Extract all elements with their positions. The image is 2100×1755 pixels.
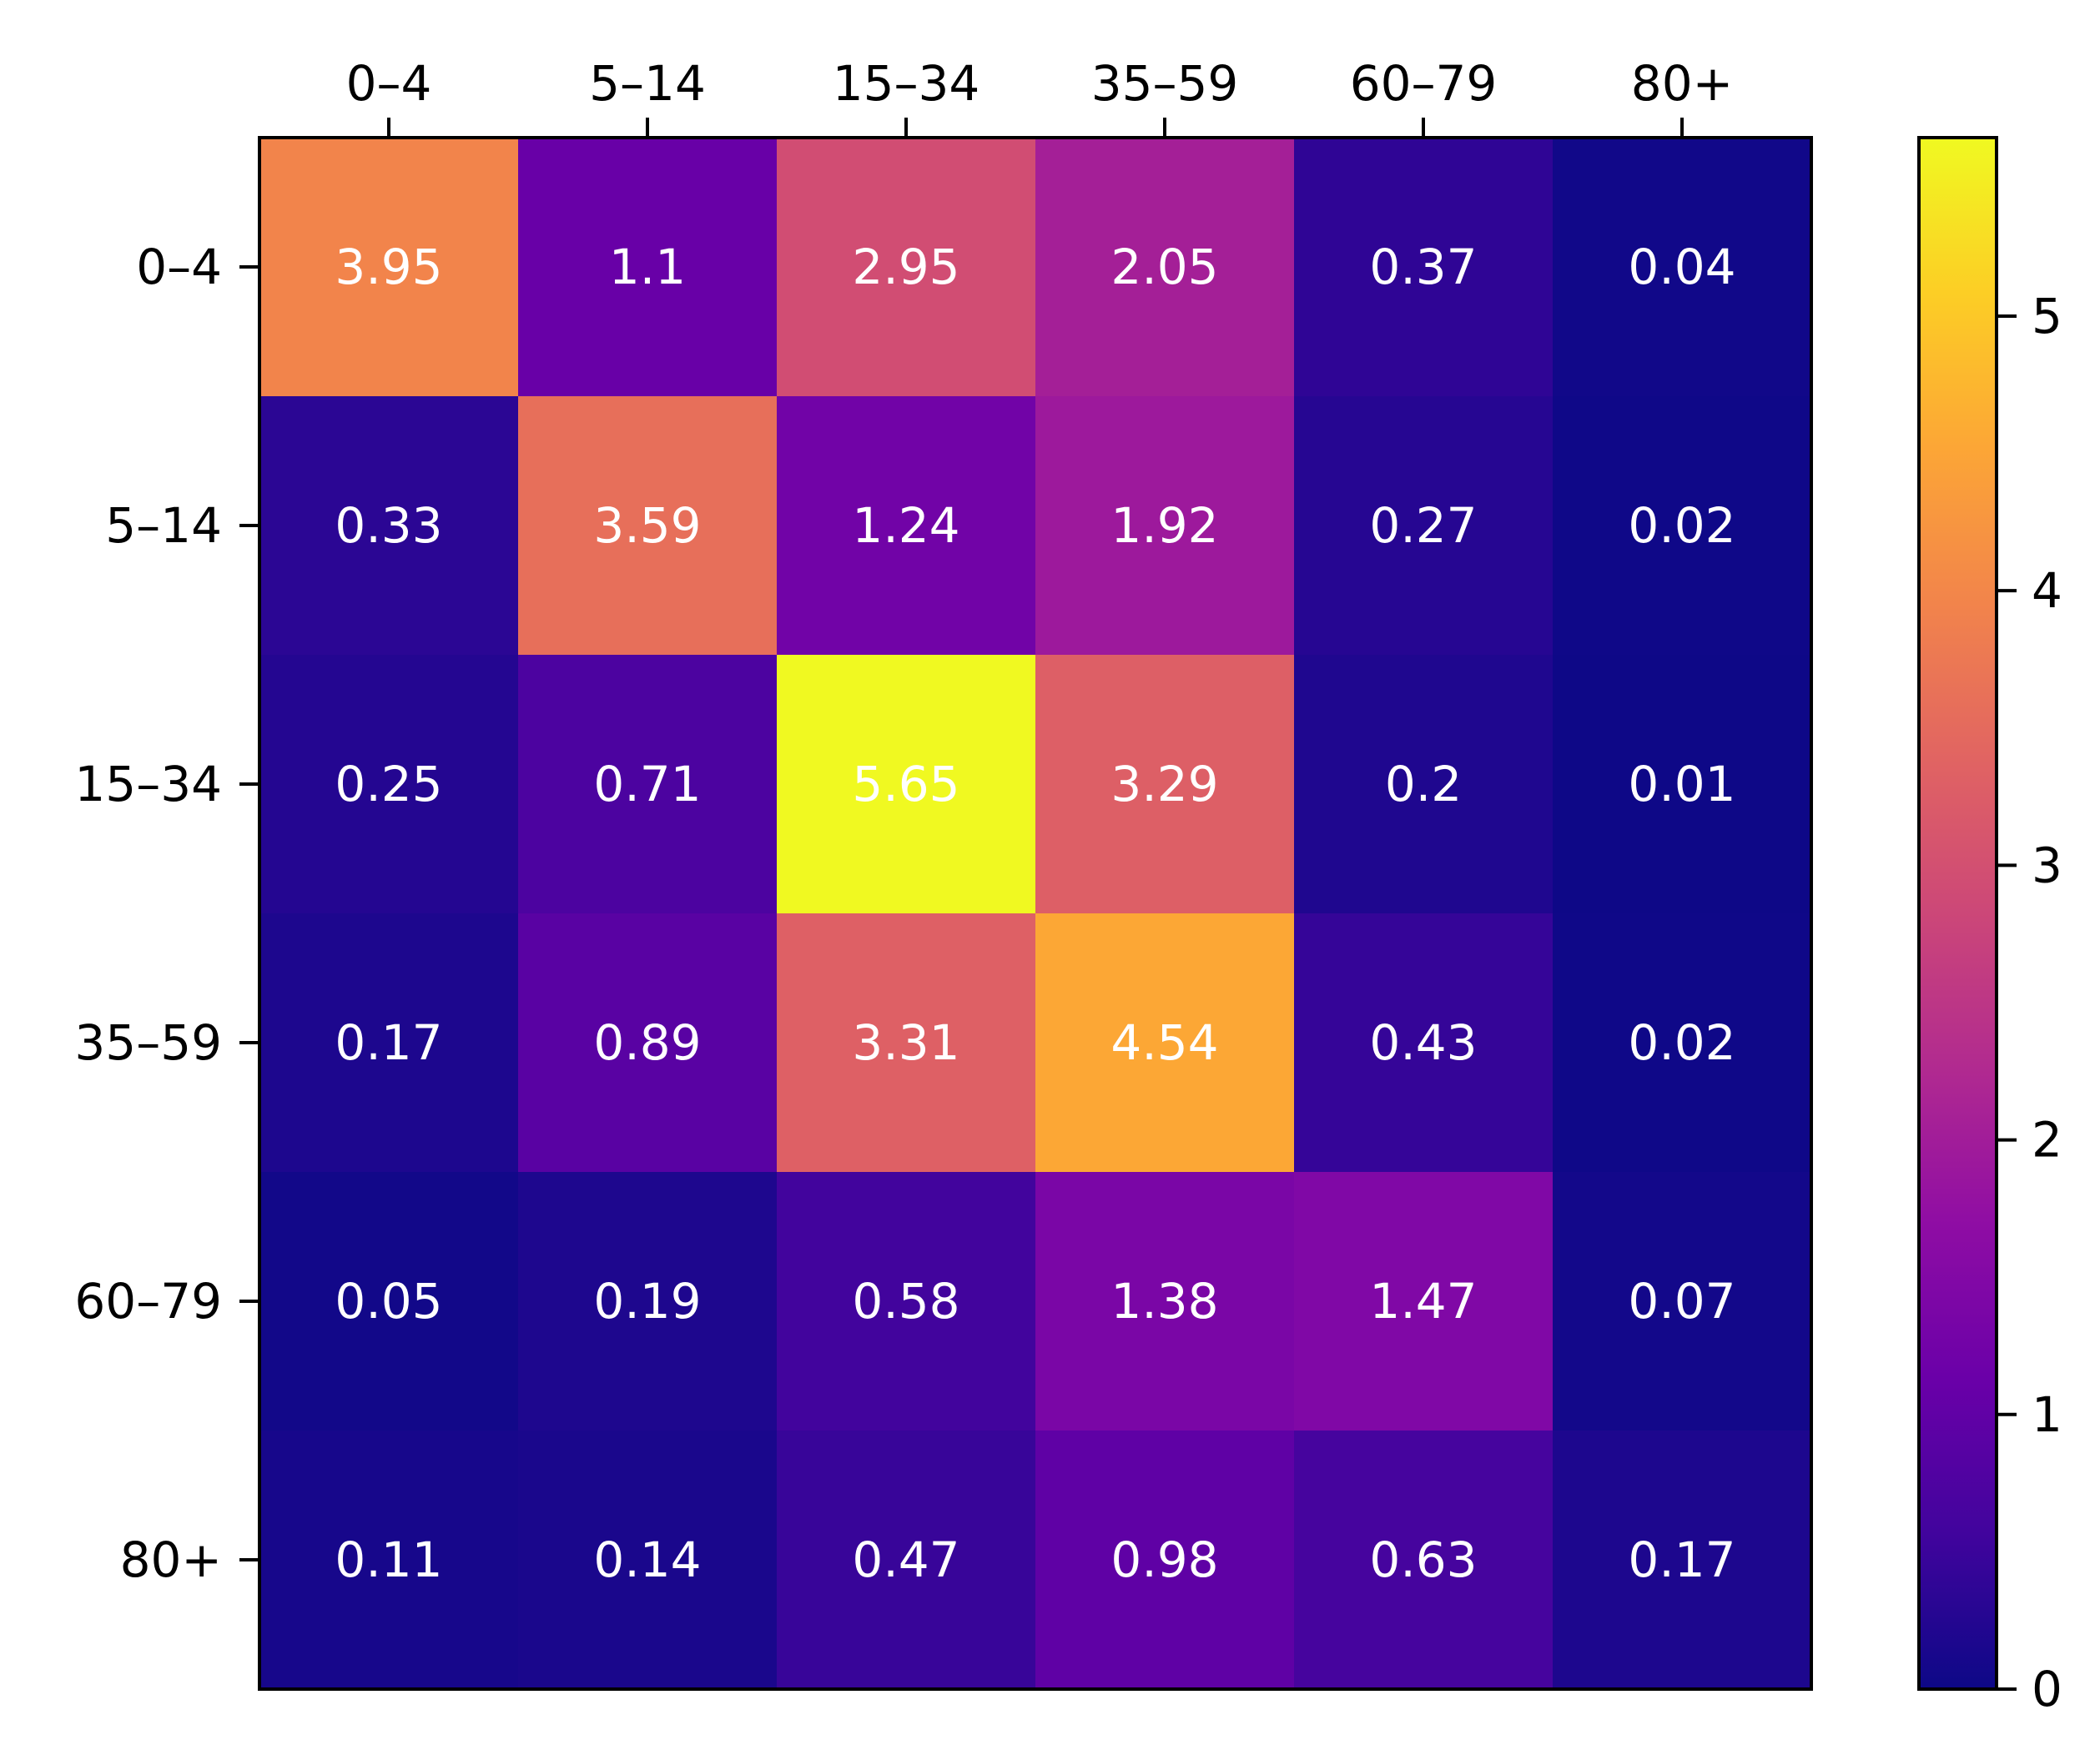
colorbar-ticks: 0 1 2 3 4 5 — [1997, 288, 2062, 1717]
x-tick-label: 0–4 — [346, 55, 432, 112]
heatmap-cells — [259, 138, 1812, 1690]
colorbar-gradient — [1919, 138, 1997, 1689]
heatmap-cell — [777, 1172, 1036, 1431]
heatmap-cell — [1553, 913, 1812, 1173]
colorbar-tick-label: 3 — [2032, 837, 2062, 893]
cell-value-label: 0.71 — [593, 756, 701, 812]
x-tick-label: 35–59 — [1091, 55, 1239, 112]
heatmap-cell — [1035, 1172, 1295, 1431]
heatmap-cell — [1035, 655, 1295, 914]
cell-value-label: 0.98 — [1110, 1531, 1218, 1588]
heatmap-cell — [1553, 138, 1812, 397]
cell-value-label: 0.25 — [335, 756, 442, 812]
y-tick-label: 0–4 — [136, 239, 222, 295]
cell-value-label: 0.63 — [1369, 1531, 1477, 1588]
cell-value-label: 0.17 — [335, 1014, 442, 1071]
x-axis-ticks: 0–4 5–14 15–34 35–59 60–79 80+ — [346, 55, 1733, 138]
heatmap-cell — [1294, 396, 1554, 656]
cell-value-label: 4.54 — [1110, 1014, 1218, 1071]
cell-value-label: 1.24 — [852, 497, 959, 554]
heatmap-cell — [259, 1431, 519, 1690]
heatmap-cell — [777, 138, 1036, 397]
heatmap-cell — [259, 913, 519, 1173]
y-tick-label: 15–34 — [74, 756, 222, 812]
cell-value-label: 0.33 — [335, 497, 442, 554]
cell-value-label: 0.58 — [852, 1273, 959, 1330]
heatmap-cell — [1553, 1431, 1812, 1690]
cell-value-label: 0.01 — [1628, 756, 1735, 812]
heatmap-cell — [1553, 396, 1812, 656]
cell-value-label: 0.47 — [852, 1531, 959, 1588]
heatmap-cell — [1294, 1172, 1554, 1431]
cell-value-label: 5.65 — [852, 756, 959, 812]
cell-value-label: 1.47 — [1369, 1273, 1477, 1330]
cell-value-label: 3.59 — [593, 497, 701, 554]
heatmap-cell — [777, 913, 1036, 1173]
cell-value-label: 0.17 — [1628, 1531, 1735, 1588]
heatmap-cell — [518, 1172, 778, 1431]
cell-value-label: 0.07 — [1628, 1273, 1735, 1330]
plot-frame — [258, 136, 1813, 1691]
cell-value-label: 0.2 — [1385, 756, 1462, 812]
cell-value-label: 3.31 — [852, 1014, 959, 1071]
heatmap-cell — [1035, 1431, 1295, 1690]
heatmap-cell — [777, 1431, 1036, 1690]
heatmap-cell — [518, 396, 778, 656]
heatmap-cell-labels: 3.95 1.1 2.95 2.05 0.37 0.04 0.33 3.59 1.24 1.92 0… — [335, 239, 1735, 1588]
cell-value-label: 0.11 — [335, 1531, 442, 1588]
y-axis-ticks: 0–4 5–14 15–34 35–59 60–79 80+ — [74, 239, 259, 1588]
cell-value-label: 0.02 — [1628, 1014, 1735, 1071]
heatmap-cell — [1035, 138, 1295, 397]
cell-value-label: 0.43 — [1369, 1014, 1477, 1071]
colorbar-tick-label: 5 — [2032, 288, 2062, 344]
heatmap-cell — [1294, 655, 1554, 914]
heatmap-cell — [518, 655, 778, 914]
cell-value-label: 1.92 — [1110, 497, 1218, 554]
y-tick-label: 80+ — [120, 1531, 222, 1588]
x-tick-label: 80+ — [1631, 55, 1733, 112]
x-tick-label: 60–79 — [1350, 55, 1498, 112]
heatmap-cell — [1294, 913, 1554, 1173]
heatmap-cell — [1553, 1172, 1812, 1431]
cell-value-label: 0.05 — [335, 1273, 442, 1330]
colorbar-tick-label: 4 — [2032, 562, 2062, 619]
cell-value-label: 0.19 — [593, 1273, 701, 1330]
heatmap-cell — [259, 396, 519, 656]
cell-value-label: 2.95 — [852, 239, 959, 295]
x-tick-label: 15–34 — [833, 55, 980, 112]
y-tick-label: 5–14 — [105, 497, 222, 554]
cell-value-label: 0.04 — [1628, 239, 1735, 295]
heatmap-cell — [518, 1431, 778, 1690]
heatmap-cell — [1294, 138, 1554, 397]
heatmap-cell — [518, 138, 778, 397]
heatmap-cell — [259, 138, 519, 397]
heatmap-cell — [1035, 396, 1295, 656]
cell-value-label: 0.27 — [1369, 497, 1477, 554]
heatmap-cell — [259, 1172, 519, 1431]
heatmap-cell — [1035, 913, 1295, 1173]
cell-value-label: 0.02 — [1628, 497, 1735, 554]
colorbar-tick-label: 2 — [2032, 1112, 2062, 1169]
y-tick-label: 35–59 — [74, 1014, 222, 1071]
cell-value-label: 1.38 — [1110, 1273, 1218, 1330]
y-tick-label: 60–79 — [74, 1273, 222, 1330]
colorbar-tick-label: 0 — [2032, 1661, 2062, 1717]
heatmap-cell — [1294, 1431, 1554, 1690]
cell-value-label: 2.05 — [1110, 239, 1218, 295]
heatmap-cell — [518, 913, 778, 1173]
cell-value-label: 3.95 — [335, 239, 442, 295]
cell-value-label: 1.1 — [609, 239, 686, 295]
heatmap-cell — [777, 396, 1036, 656]
cell-value-label: 0.14 — [593, 1531, 701, 1588]
x-tick-label: 5–14 — [589, 55, 706, 112]
cell-value-label: 3.29 — [1110, 756, 1218, 812]
heatmap-cell — [259, 655, 519, 914]
colorbar-frame — [1917, 136, 1998, 1691]
heatmap-cell — [1553, 655, 1812, 914]
heatmap-cell — [777, 655, 1036, 914]
colorbar-tick-label: 1 — [2032, 1386, 2062, 1443]
cell-value-label: 0.37 — [1369, 239, 1477, 295]
cell-value-label: 0.89 — [593, 1014, 701, 1071]
